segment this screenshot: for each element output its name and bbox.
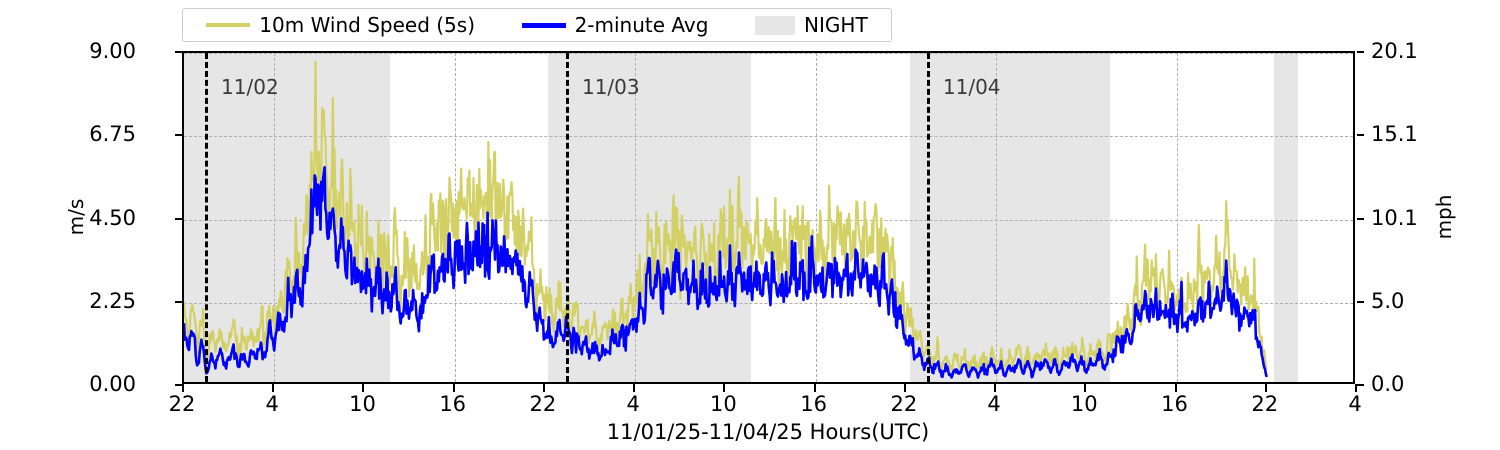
legend-swatch-1 (521, 22, 566, 28)
series-line-0 (184, 60, 1268, 373)
x-tick-0: 22 (168, 392, 196, 416)
y-tick-left-0: 0.00 (89, 372, 136, 396)
legend-swatch-0 (206, 23, 251, 27)
day-label-11-02: 11/02 (221, 75, 279, 99)
x-tick-7: 16 (800, 392, 827, 416)
legend-label-1: 2-minute Avg (574, 13, 709, 37)
series-canvas (184, 60, 1268, 379)
y-tickmark-right-1 (1357, 300, 1364, 303)
day-label-11-03: 11/03 (581, 75, 640, 99)
x-axis-label: 11/01/25-11/04/25 Hours(UTC) (606, 420, 930, 444)
y-tick-left-1: 2.25 (89, 288, 136, 313)
x-tickmark-12 (1264, 384, 1267, 392)
day-divider-0 (205, 53, 209, 382)
night-band-0 (184, 53, 391, 382)
y-axis-label: m/s (64, 198, 88, 236)
y-tickmark-right-4 (1357, 51, 1364, 53)
y-tick-left-3: 6.75 (89, 122, 136, 147)
x-tickmark-10 (1084, 384, 1087, 392)
secondary-y-axis-label: mph (1432, 194, 1456, 240)
x-tick-9: 4 (987, 392, 1001, 416)
x-tick-10: 10 (1070, 392, 1098, 416)
x-tickmark-9 (994, 384, 997, 392)
chart-legend: 10m Wind Speed (5s) 2-minute Avg NIGHT (182, 8, 892, 42)
x-tickmark-11 (1174, 384, 1177, 392)
y-tickmark-left-4 (175, 51, 182, 53)
x-tick-4: 22 (529, 392, 557, 416)
legend-label-0: 10m Wind Speed (5s) (259, 13, 475, 37)
y-tickmark-left-3 (175, 134, 182, 137)
legend-item-0: 10m Wind Speed (5s) (206, 13, 475, 37)
legend-item-1: 2-minute Avg (521, 13, 709, 37)
x-tick-6: 10 (710, 392, 737, 416)
x-tick-2: 10 (349, 392, 376, 416)
x-tickmark-0 (182, 384, 184, 392)
x-tickmark-8 (903, 384, 906, 392)
series-line-1 (184, 166, 1268, 379)
gridline-horizontal-2 (184, 219, 1353, 221)
legend-swatch-2 (755, 15, 796, 35)
x-tickmark-5 (633, 384, 636, 392)
y-tick-left-2: 4.50 (89, 205, 136, 230)
y-tickmark-left-1 (175, 300, 182, 303)
x-tick-5: 4 (626, 392, 640, 416)
gridline-horizontal-1 (184, 302, 1353, 304)
y-tickmark-right-3 (1357, 134, 1364, 137)
night-band-2 (910, 53, 1111, 382)
y-tick-left-4: 9.00 (89, 39, 136, 63)
day-divider-2 (926, 53, 930, 382)
legend-item-2: NIGHT (755, 13, 868, 37)
y-tick-right-2: 10.1 (1371, 205, 1418, 230)
day-label-11-04: 11/04 (942, 75, 1001, 99)
y-tick-right-3: 15.1 (1371, 122, 1418, 147)
gridline-vertical-11 (1176, 53, 1178, 382)
x-tick-8: 22 (890, 392, 918, 416)
gridline-vertical-9 (996, 53, 998, 382)
y-tickmark-right-0 (1357, 384, 1364, 386)
y-tickmark-left-0 (175, 384, 182, 386)
y-tickmark-left-2 (175, 217, 182, 220)
plot-area: 11/02 11/03 11/04 (182, 51, 1355, 384)
x-tick-3: 16 (439, 392, 467, 416)
y-tick-right-4: 20.1 (1371, 39, 1418, 63)
gridline-vertical-7 (815, 53, 817, 382)
x-tickmark-7 (813, 384, 816, 392)
gridline-vertical-1 (274, 53, 276, 382)
x-tickmark-1 (272, 384, 275, 392)
x-tickmark-3 (452, 384, 455, 392)
x-tickmark-2 (362, 384, 365, 392)
y-tick-right-1: 5.0 (1371, 288, 1405, 313)
x-tickmark-4 (542, 384, 545, 392)
x-tick-11: 16 (1161, 392, 1188, 416)
y-tick-right-0: 0.0 (1371, 372, 1405, 396)
gridline-horizontal-3 (184, 136, 1353, 138)
gridline-horizontal-4 (184, 53, 1353, 54)
x-tick-1: 4 (265, 392, 279, 416)
x-tick-12: 22 (1251, 392, 1279, 416)
x-tick-13: 4 (1348, 392, 1362, 416)
day-divider-1 (565, 53, 569, 382)
x-tickmark-6 (723, 384, 726, 392)
plot-inner: 11/02 11/03 11/04 (184, 53, 1353, 382)
night-band-3 (1274, 53, 1299, 382)
gridline-vertical-5 (635, 53, 637, 382)
y-tickmark-right-2 (1357, 217, 1364, 220)
x-tickmark-13 (1355, 384, 1357, 392)
legend-label-2: NIGHT (804, 13, 868, 37)
